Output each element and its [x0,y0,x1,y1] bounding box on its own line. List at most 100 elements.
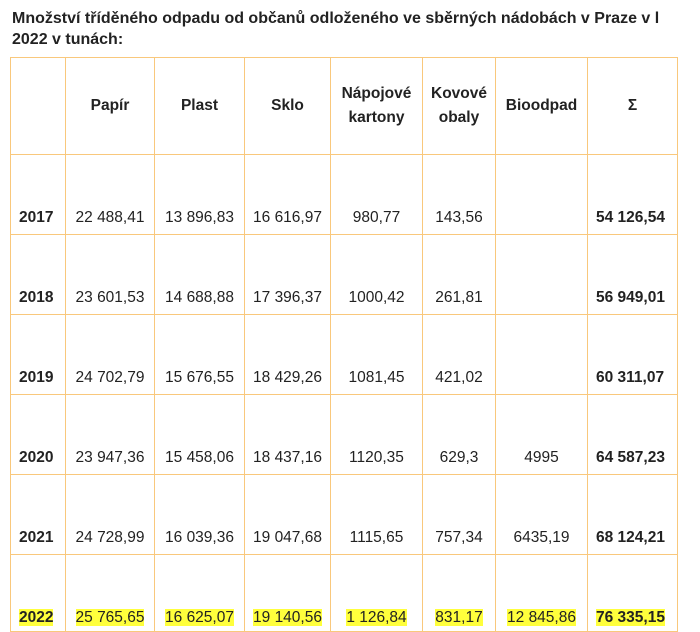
table-body: 2017 22 488,41 13 896,83 16 616,97 980,77 143… [10,154,678,632]
cell-value: 629,3 [439,449,479,466]
cell-value: 25 765,65 [75,609,145,626]
cell-value: 24 702,79 [75,369,145,386]
cell-kovove: 261,81 [422,234,496,315]
cell-value: 68 124,21 [596,529,665,546]
cell-bioodpad: 4995 [495,394,588,475]
cell-value: 261,81 [435,289,483,306]
column-header-label: Plast [180,97,219,114]
cell-value: 19 140,56 [253,609,322,626]
cell-sklo: 19 140,56 [244,554,331,632]
cell-papir: 22 488,41 [65,154,155,235]
cell-kovove: 831,17 [422,554,496,632]
cell-total: 68 124,21 [587,474,678,555]
cell-value: 15 458,06 [165,449,234,466]
cell-napojove: 1120,35 [330,394,423,475]
cell-napojove: 1081,45 [330,314,423,395]
table-row: 2022 25 765,65 16 625,07 19 140,56 1 126,84 8… [10,554,678,632]
column-header [10,57,66,155]
cell-plast: 16 039,36 [154,474,245,555]
cell-kovove: 757,34 [422,474,496,555]
cell-value: 23 947,36 [75,449,145,466]
cell-value: 831,17 [435,609,483,626]
cell-year: 2021 [10,474,66,555]
cell-plast: 14 688,88 [154,234,245,315]
column-header-label: Σ [627,97,638,114]
column-header-label: Bioodpad [505,97,578,114]
cell-value: 16 039,36 [165,529,234,546]
cell-bioodpad [495,154,588,235]
cell-value: 24 728,99 [75,529,145,546]
cell-value: 2017 [19,209,54,226]
cell-papir: 24 728,99 [65,474,155,555]
table-row: 2020 23 947,36 15 458,06 18 437,16 1120,35 62… [10,394,678,475]
cell-total: 76 335,15 [587,554,678,632]
column-header: Bioodpad [495,57,588,155]
cell-total: 54 126,54 [587,154,678,235]
column-header: Nápojové kartony [330,57,423,155]
cell-value: 22 488,41 [75,209,145,226]
cell-sklo: 17 396,37 [244,234,331,315]
cell-papir: 23 947,36 [65,394,155,475]
column-header: Sklo [244,57,331,155]
cell-bioodpad [495,314,588,395]
cell-year: 2018 [10,234,66,315]
cell-total: 60 311,07 [587,314,678,395]
cell-total: 56 949,01 [587,234,678,315]
cell-value: 17 396,37 [253,289,322,306]
cell-value: 23 601,53 [75,289,145,306]
cell-napojove: 980,77 [330,154,423,235]
cell-value: 757,34 [435,529,483,546]
cell-value: 1120,35 [349,449,404,466]
table-title-line-1: Množství tříděného odpadu od občanů odlo… [12,10,660,27]
cell-value: 64 587,23 [596,449,665,466]
cell-value: 2019 [19,369,54,386]
cell-value: 76 335,15 [596,609,665,626]
column-header: Kovové obaly [422,57,496,155]
cell-plast: 16 625,07 [154,554,245,632]
column-header-label: kartony [348,109,405,126]
cell-papir: 25 765,65 [65,554,155,632]
cell-bioodpad: 6435,19 [495,474,588,555]
table-row: 2019 24 702,79 15 676,55 18 429,26 1081,45 42… [10,314,678,395]
waste-table: Papír Plast Sklo Nápojové kartony Kovové obaly… [10,57,678,632]
table-row: 2018 23 601,53 14 688,88 17 396,37 1000,42 26… [10,234,678,315]
column-header-label: obaly [438,109,480,126]
cell-kovove: 143,56 [422,154,496,235]
cell-year: 2022 [10,554,66,632]
cell-value: 15 676,55 [165,369,234,386]
cell-value: 16 616,97 [253,209,322,226]
table-title: Množství tříděného odpadu od občanů odlo… [12,8,700,50]
cell-value: 2022 [19,609,54,626]
cell-value: 2020 [19,449,54,466]
cell-kovove: 421,02 [422,314,496,395]
cell-value: 12 845,86 [507,609,576,626]
cell-plast: 15 676,55 [154,314,245,395]
cell-kovove: 629,3 [422,394,496,475]
cell-value: 1115,65 [349,529,404,546]
cell-value: 2021 [19,529,54,546]
cell-papir: 23 601,53 [65,234,155,315]
cell-value: 54 126,54 [596,209,665,226]
cell-year: 2020 [10,394,66,475]
cell-value: 18 429,26 [253,369,322,386]
column-header: Plast [154,57,245,155]
table-title-line-2: 2022 v tunách: [12,31,124,48]
cell-bioodpad: 12 845,86 [495,554,588,632]
cell-bioodpad [495,234,588,315]
cell-value: 16 625,07 [165,609,234,626]
cell-napojove: 1000,42 [330,234,423,315]
cell-value: 4995 [524,449,559,466]
column-header-label: Kovové [431,85,487,102]
cell-value: 1 126,84 [346,609,407,626]
cell-value: 18 437,16 [253,449,322,466]
cell-value: 421,02 [435,369,483,386]
cell-napojove: 1115,65 [330,474,423,555]
cell-papir: 24 702,79 [65,314,155,395]
column-header: Σ [587,57,678,155]
header-row: Papír Plast Sklo Nápojové kartony Kovové obaly… [10,57,678,155]
cell-napojove: 1 126,84 [330,554,423,632]
column-header: Papír [65,57,155,155]
cell-year: 2019 [10,314,66,395]
cell-sklo: 19 047,68 [244,474,331,555]
cell-value: 60 311,07 [596,369,665,386]
